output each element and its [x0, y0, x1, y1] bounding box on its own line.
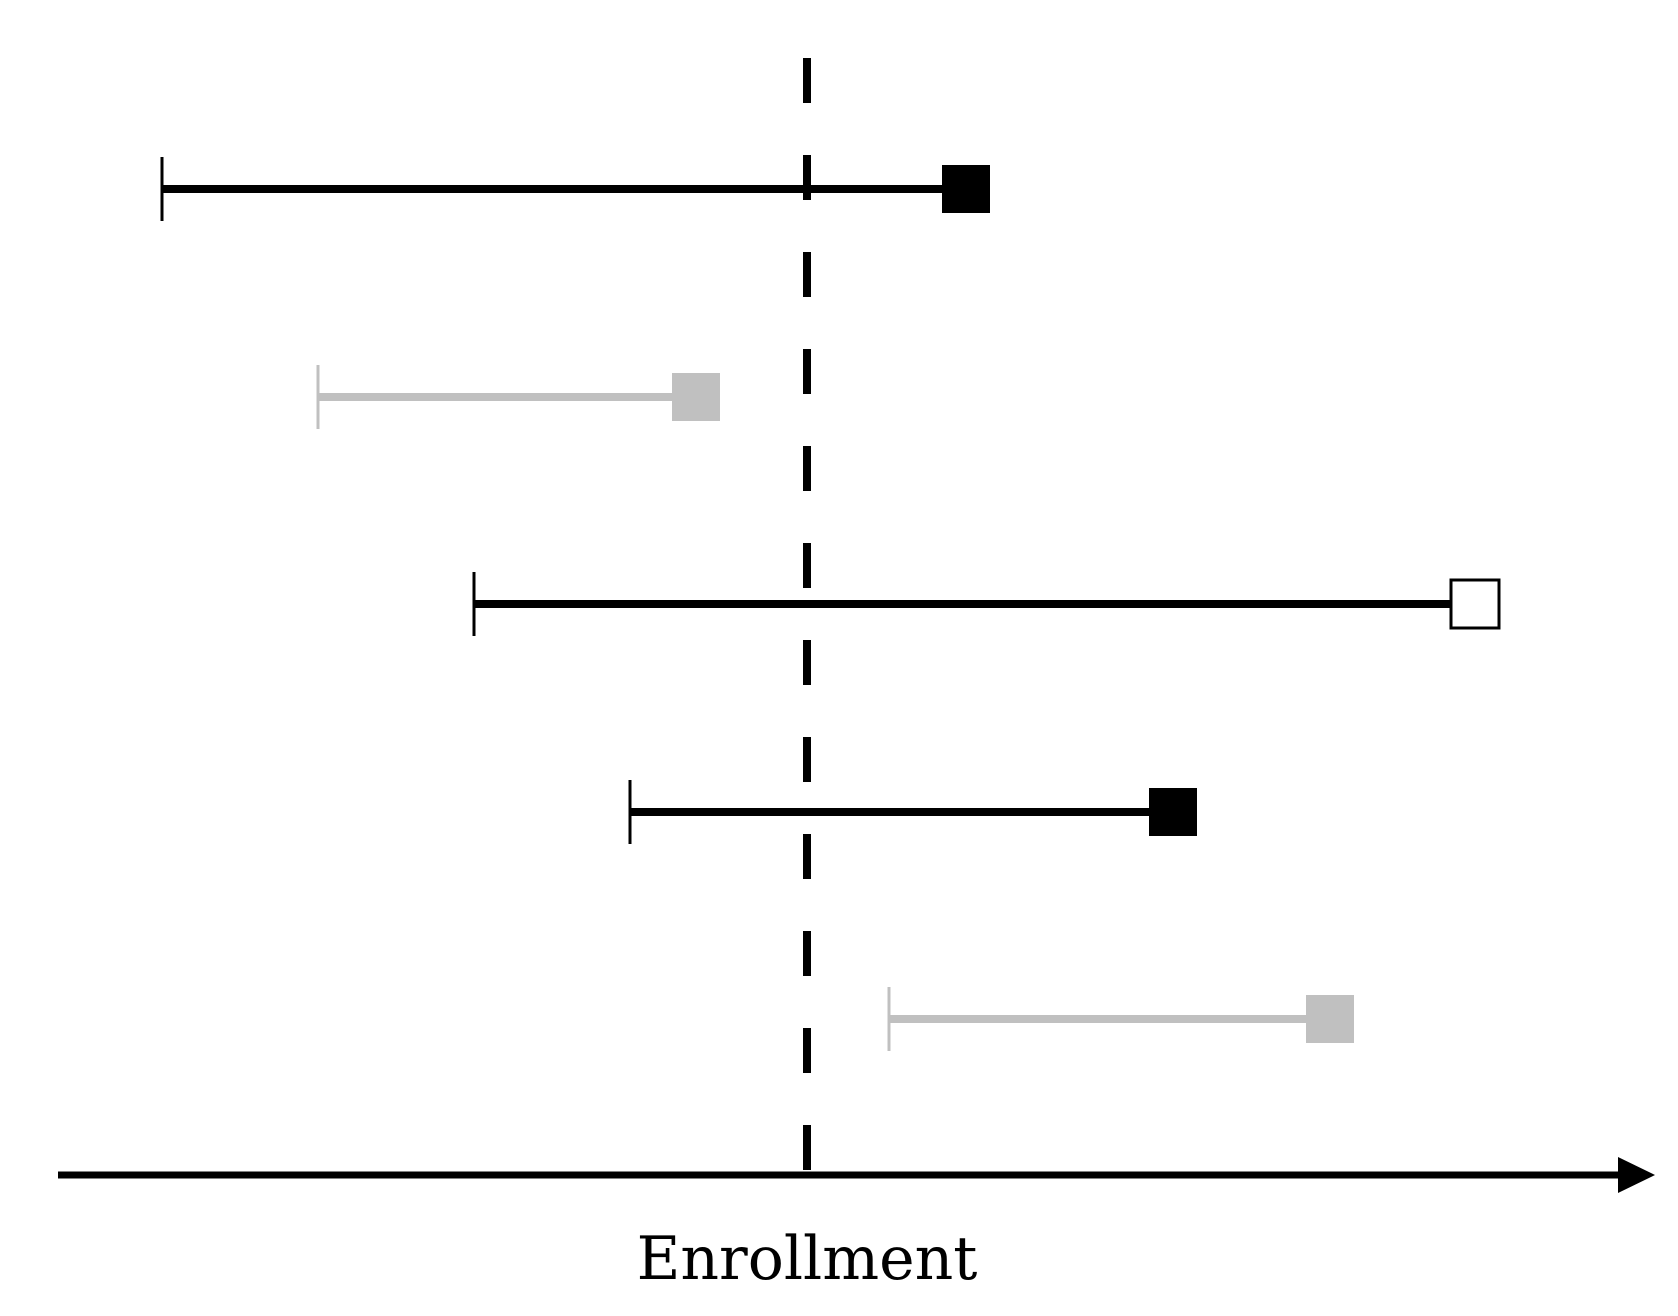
subject-line-1: [160, 157, 990, 221]
filled-end-marker: [1149, 788, 1197, 836]
subject-lines: [160, 157, 1501, 1051]
subject-line-4: [628, 780, 1197, 844]
subject-line-3: [472, 572, 1501, 636]
filled-end-marker: [1306, 995, 1354, 1043]
filled-end-marker: [672, 373, 720, 421]
subject-line-5: [887, 987, 1354, 1051]
open-end-marker: [1449, 578, 1501, 630]
time-axis-arrowhead: [1618, 1157, 1655, 1193]
subject-line-2: [316, 365, 720, 429]
filled-end-marker: [942, 165, 990, 213]
axis-label: Enrollment: [637, 1224, 978, 1294]
